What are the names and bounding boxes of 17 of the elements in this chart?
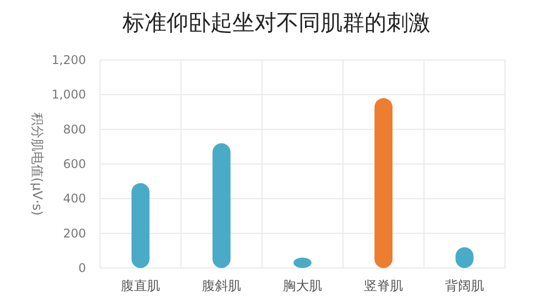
bar	[212, 143, 230, 268]
y-tick-label: 1,000	[52, 88, 86, 102]
bar	[132, 183, 150, 268]
bar	[374, 98, 392, 268]
x-tick-label: 腹斜肌	[202, 279, 241, 294]
y-tick-label: 1,200	[52, 53, 86, 67]
chart-title: 标准仰卧起坐对不同肌群的刺激	[122, 11, 430, 36]
y-tick-label: 200	[63, 226, 86, 240]
y-tick-label: 400	[63, 192, 86, 206]
x-tick-label: 腹直肌	[121, 279, 160, 294]
y-axis-title: 积分肌电值(μV·s)	[29, 112, 44, 216]
x-tick-label: 竖脊肌	[364, 279, 403, 294]
y-tick-label: 600	[63, 157, 86, 171]
x-tick-label: 胸大肌	[283, 279, 322, 294]
x-tick-label: 背阔肌	[445, 279, 484, 294]
y-tick-label: 800	[63, 122, 86, 136]
y-tick-label: 0	[78, 261, 86, 275]
